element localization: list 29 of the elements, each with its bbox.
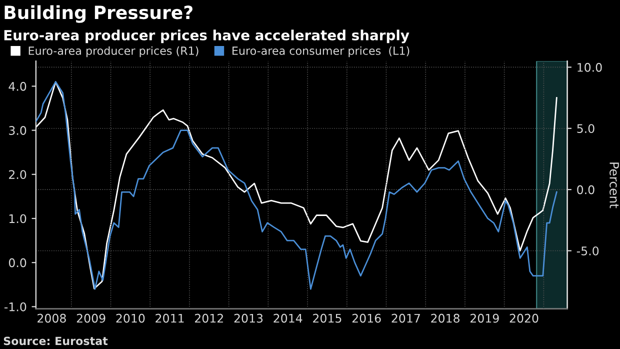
x-tick-label: 2008 (38, 314, 66, 323)
x-tick-label: 2019 (470, 314, 499, 323)
chart-subtitle: Euro-area producer prices have accelerated sharply (4, 30, 410, 44)
y2-tick-label: 10.0 (578, 62, 602, 72)
y-tick-label: -1.0 (4, 302, 26, 312)
x-tick-label: 2014 (274, 314, 302, 323)
x-tick-label: 2017 (392, 314, 420, 323)
y2-axis-title: Percent (610, 162, 619, 208)
y-tick-label: 3.0 (9, 126, 26, 135)
y-tick-label: 0.0 (8, 258, 26, 268)
x-tick-label: 2011 (156, 314, 184, 323)
source-note: Source: Eurostat (4, 336, 108, 346)
y2-tick-label: -5.0 (576, 246, 599, 256)
legend-label: Euro-area consumer prices (L1) (232, 46, 410, 58)
y-tick-label: 4.0 (8, 82, 26, 91)
x-tick-label: 2015 (313, 314, 342, 323)
x-tick-label: 2018 (431, 314, 460, 323)
x-tick-label: 2009 (76, 314, 106, 323)
chart-title: Building Pressure? (4, 5, 192, 23)
x-tick-label: 2016 (352, 314, 381, 323)
x-tick-label: 2013 (234, 314, 263, 323)
y-tick-label: 1.0 (9, 214, 26, 224)
x-tick-label: 2020 (510, 314, 538, 323)
y2-tick-label: 0.0 (577, 185, 594, 194)
y2-tick-label: 5.0 (577, 124, 594, 134)
x-tick-label: 2012 (194, 314, 223, 323)
legend-label: Euro-area producer prices (R1) (28, 46, 198, 58)
x-tick-label: 2010 (116, 314, 145, 323)
y-tick-label: 2.0 (9, 170, 26, 180)
